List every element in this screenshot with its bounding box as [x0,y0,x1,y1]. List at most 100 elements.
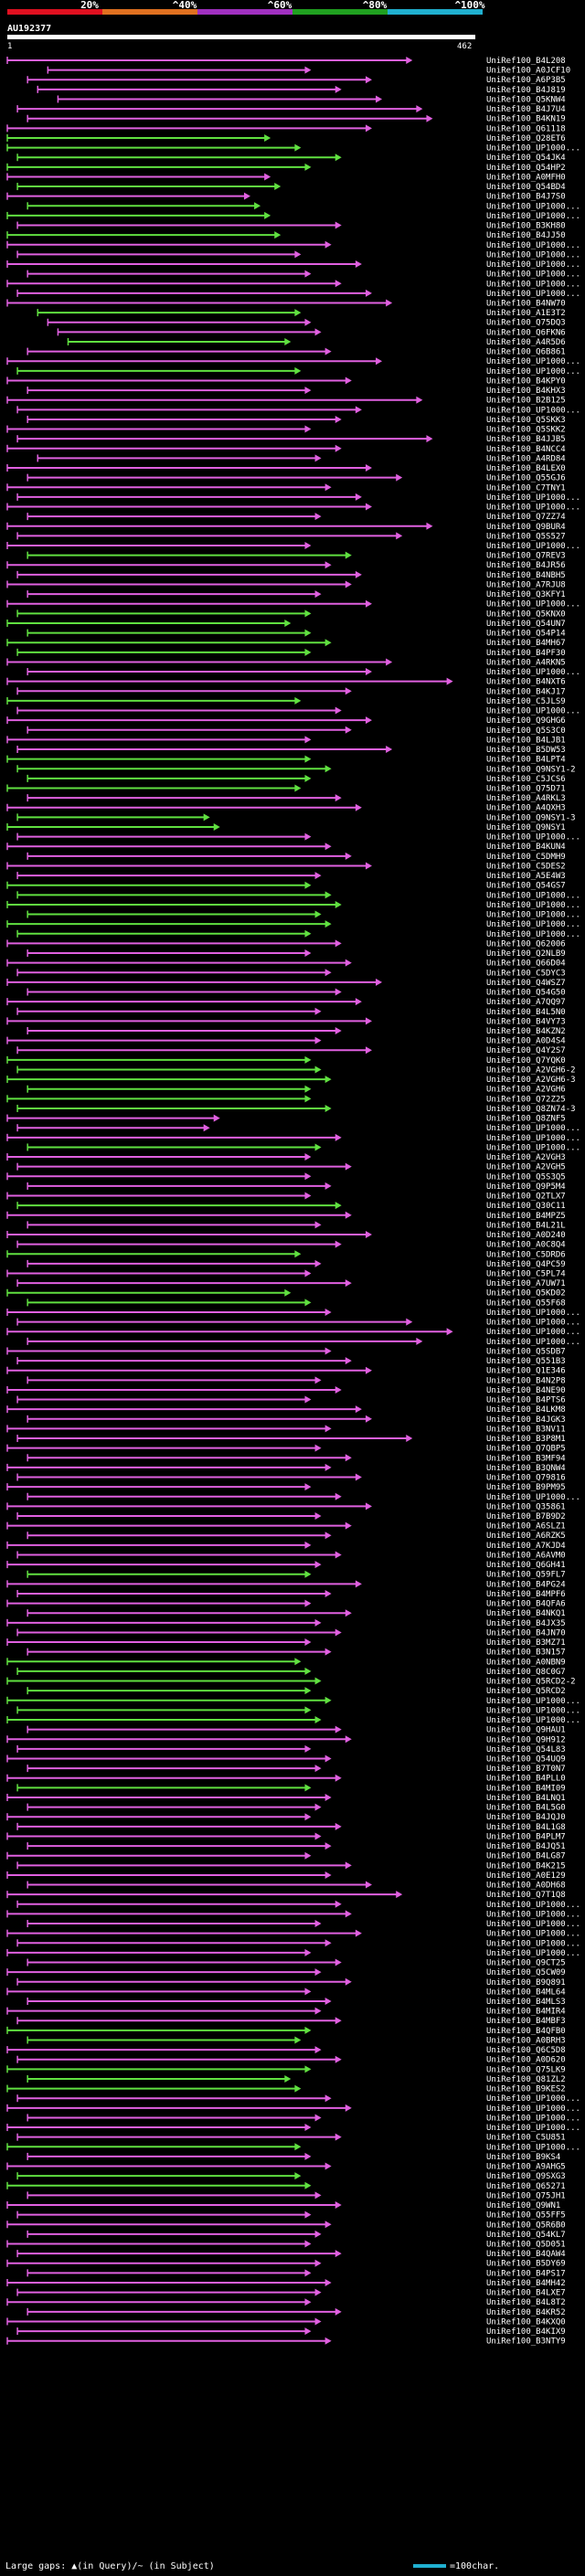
hit-label: UniRef100_B4J7S0 [486,193,566,202]
hit-label: UniRef100_Q5RCD2-2 [486,1678,576,1687]
hit-label: UniRef100_Q7QBP5 [486,1445,566,1454]
hit-row: UniRef100_A2VGH6-2 [16,1065,576,1075]
hit-arrow [335,2250,342,2258]
hit-label: UniRef100_Q8ZNF5 [486,1115,566,1124]
hit-arrow [355,260,362,269]
hit-arrow [203,813,210,822]
hit-label: UniRef100_A4RKN5 [486,658,566,667]
hit-arrow [324,1463,332,1471]
hit-label: UniRef100_Q54UQ9 [486,1755,566,1765]
hit-arrow [314,513,322,521]
hit-arrow [365,76,372,84]
hit-label: UniRef100_UP1000... [486,920,580,929]
hit-label: UniRef100_B4MLS3 [486,1998,566,2007]
hit-arrow [314,1444,322,1452]
hit-label: UniRef100_Q5KNW4 [486,95,566,104]
hit-arrow [324,240,332,249]
hit-row: UniRef100_B3NTY9 [6,2337,566,2347]
hit-row: UniRef100_B4L21L [27,1221,566,1230]
hit-label: UniRef100_A2VGH6-3 [486,1076,576,1085]
hit-label: UniRef100_Q54G50 [486,989,566,998]
hit-arrow [335,415,342,423]
hit-label: UniRef100_B4QFA6 [486,1600,566,1609]
hit-label: UniRef100_Q75LK9 [486,2065,566,2074]
hit-row: UniRef100_Q6B861 [27,347,566,357]
hit-arrow [314,2288,322,2296]
hit-row: UniRef100_Q9H912 [6,1735,566,1744]
hit-arrow [365,1502,372,1511]
hit-label: UniRef100_Q79816 [486,1474,566,1483]
hit-arrow [304,2240,312,2248]
hit-row: UniRef100_B4L5G0 [27,1803,566,1813]
hit-row: UniRef100_B4VY73 [6,1017,566,1026]
hit-row: UniRef100_Q5SKK2 [6,425,566,435]
hit-label: UniRef100_B4KUN4 [486,843,566,852]
hit-label: UniRef100_UP1000... [486,250,580,260]
hit-arrow [304,1667,312,1675]
hit-arrow [365,289,372,297]
hit-label: UniRef100_Q75JH1 [486,2191,566,2200]
hit-row: UniRef100_A4RKN5 [6,658,566,667]
hit-label: UniRef100_B4J7U4 [486,105,566,114]
hit-row: UniRef100_UP1000... [6,2104,580,2114]
hit-label: UniRef100_Q62006 [486,939,566,949]
hit-row: UniRef100_UP1000... [6,357,580,366]
hit-row: UniRef100_A4R5D6 [67,337,566,347]
hit-label: UniRef100_B4PG24 [486,1580,566,1589]
hit-label: UniRef100_B9Q891 [486,1978,566,1988]
hit-row: UniRef100_B4KPY0 [6,376,566,386]
hit-row: UniRef100_B4KUN4 [6,843,566,852]
scale-tick-label: 20% [80,0,99,11]
hit-arrow [396,1891,403,1899]
percent-scale-bar [7,9,483,15]
hit-label: UniRef100_Q5SDB7 [486,1347,566,1356]
hit-label: UniRef100_Q6B861 [486,348,566,357]
hit-row: UniRef100_Q9NSY1-3 [16,813,576,822]
hit-label: UniRef100_B4MIR4 [486,2008,566,2017]
hit-row: UniRef100_UP1000... [27,202,580,211]
hit-label: UniRef100_A0E129 [486,1871,566,1881]
hit-arrow [345,852,352,860]
hit-label: UniRef100_Q2TLX7 [486,1193,566,1202]
hit-label: UniRef100_B3NV11 [486,1425,566,1434]
hit-row: UniRef100_Q72Z25 [6,1095,566,1104]
hit-row: UniRef100_UP1000... [6,1696,580,1706]
hit-arrow [355,998,362,1006]
hit-row: UniRef100_Q55FF5 [16,2210,566,2221]
hit-arrow [335,280,342,288]
hit-row: UniRef100_B4L8T2 [6,2298,566,2307]
hit-row: UniRef100_A1E3T2 [37,309,566,318]
hit-label: UniRef100_B4KXQ0 [486,2317,566,2327]
hit-row: UniRef100_A4RKL3 [27,794,566,803]
hit-row: UniRef100_B4J7U4 [16,105,566,114]
hit-label: UniRef100_Q2NLB9 [486,949,566,959]
hit-label: UniRef100_Q54L83 [486,1745,566,1754]
scale-segment [7,9,102,15]
hit-label: UniRef100_Q75DQ3 [486,319,566,328]
hit-label: UniRef100_Q7YQK0 [486,1056,566,1065]
hit-arrow [345,1162,352,1171]
hit-arrow [335,794,342,802]
hit-label: UniRef100_A6RZK5 [486,1532,566,1541]
hit-row: UniRef100_A6SLZ1 [6,1521,566,1532]
hit-label: UniRef100_B4MPZ5 [486,1212,566,1221]
hit-arrow [304,1570,312,1578]
hit-row: UniRef100_B3NV11 [6,1425,566,1434]
hit-row: UniRef100_A7KJD4 [6,1541,566,1551]
hit-row: UniRef100_B4NBH5 [16,570,566,580]
hit-row: UniRef100_Q75D71 [6,784,566,794]
hit-row: UniRef100_A2VGH6 [27,1085,566,1095]
hit-row: UniRef100_A0C8Q4 [16,1240,566,1250]
hit-row: UniRef100_B4LPT4 [6,755,566,765]
hit-row: UniRef100_Q9NSY1-2 [16,765,576,774]
hit-row: UniRef100_B4JR56 [6,561,566,570]
hit-row: UniRef100_A2VGH6-3 [6,1076,576,1085]
hit-row: UniRef100_UP1000... [16,250,580,260]
hit-arrow [376,95,383,103]
hit-label: UniRef100_A5E4W3 [486,872,566,881]
hit-row: UniRef100_Q75DQ3 [47,318,566,328]
hit-arrow [324,1182,332,1190]
hit-label: UniRef100_UP1000... [486,542,580,551]
hit-arrow [365,668,372,676]
hit-arrow [314,328,322,336]
